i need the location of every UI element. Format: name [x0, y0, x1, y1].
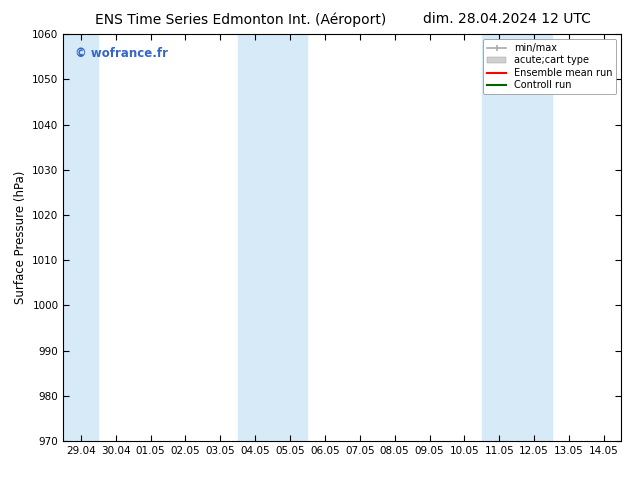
Text: ENS Time Series Edmonton Int. (Aéroport): ENS Time Series Edmonton Int. (Aéroport)	[95, 12, 387, 27]
Bar	[63, 34, 98, 441]
Bar	[482, 34, 552, 441]
Y-axis label: Surface Pressure (hPa): Surface Pressure (hPa)	[14, 171, 27, 304]
Text: © wofrance.fr: © wofrance.fr	[75, 47, 167, 59]
Legend: min/max, acute;cart type, Ensemble mean run, Controll run: min/max, acute;cart type, Ensemble mean …	[483, 39, 616, 94]
Text: dim. 28.04.2024 12 UTC: dim. 28.04.2024 12 UTC	[424, 12, 591, 26]
Bar	[238, 34, 307, 441]
